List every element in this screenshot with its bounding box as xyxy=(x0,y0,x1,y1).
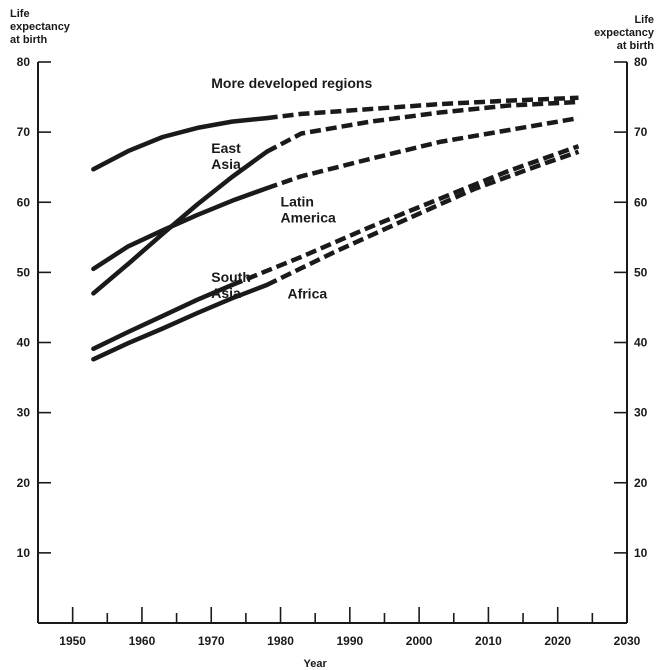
y-axis-title-left: Life expectancy at birth xyxy=(10,8,70,47)
series-label: America xyxy=(281,209,336,225)
x-tick-label: 2020 xyxy=(544,634,571,648)
x-tick-label: 2010 xyxy=(475,634,502,648)
x-tick-label: 2030 xyxy=(614,634,641,648)
series-label: Africa xyxy=(287,285,327,301)
series-projection-south-asia xyxy=(231,144,580,288)
x-axis-title: Year xyxy=(304,658,328,670)
y-tick-label-right: 50 xyxy=(634,265,648,279)
y-tick-label-right: 10 xyxy=(634,546,648,560)
series-projection-east-asia xyxy=(265,99,579,154)
y-tick-label-right: 70 xyxy=(634,125,648,139)
series-estimate-more-developed-regions xyxy=(91,115,269,172)
series-label: East xyxy=(211,140,241,156)
y-axis-title-left-line: Life xyxy=(10,8,30,20)
series-projection-africa xyxy=(265,149,580,288)
y-axis-title-right: Life expectancy at birth xyxy=(594,14,654,53)
x-tick-label: 1990 xyxy=(336,634,363,648)
series-estimate-africa xyxy=(91,282,269,362)
y-tick-label-right: 40 xyxy=(634,336,648,350)
y-tick-label-right: 30 xyxy=(634,406,648,420)
y-tick-label-left: 50 xyxy=(17,265,31,279)
y-axis-title-left-line: expectancy xyxy=(10,21,70,33)
y-tick-label-right: 60 xyxy=(634,195,648,209)
y-axis-title-right-line: Life xyxy=(634,14,654,26)
series-estimate-east-asia xyxy=(91,149,269,296)
y-axis-title-right-line: expectancy xyxy=(594,27,654,39)
series-label: Asia xyxy=(211,285,241,301)
y-tick-label-left: 40 xyxy=(17,336,31,350)
series-estimate-latin-america xyxy=(91,185,269,272)
y-axis-title-left-line: at birth xyxy=(10,34,48,46)
y-axis-title-right-line: at birth xyxy=(616,40,654,52)
series-label: Asia xyxy=(211,156,241,172)
y-tick-label-left: 30 xyxy=(17,406,31,420)
y-tick-label-left: 70 xyxy=(17,125,31,139)
y-tick-label-left: 60 xyxy=(17,195,31,209)
series-label: More developed regions xyxy=(211,75,372,91)
series-label: Latin xyxy=(281,193,314,209)
x-tick-label: 1970 xyxy=(198,634,225,648)
x-tick-label: 2000 xyxy=(406,634,433,648)
series-label: South xyxy=(211,269,251,285)
x-tick-label: 1980 xyxy=(267,634,294,648)
y-tick-label-right: 20 xyxy=(634,476,648,490)
y-tick-label-right: 80 xyxy=(634,55,648,69)
series-projection-latin-america xyxy=(265,115,579,191)
y-tick-label-left: 20 xyxy=(17,476,31,490)
x-tick-label: 1950 xyxy=(59,634,86,648)
y-tick-label-left: 10 xyxy=(17,546,31,560)
y-tick-label-left: 80 xyxy=(17,55,31,69)
series-estimate-south-asia xyxy=(91,282,235,352)
x-tick-label: 1960 xyxy=(129,634,156,648)
